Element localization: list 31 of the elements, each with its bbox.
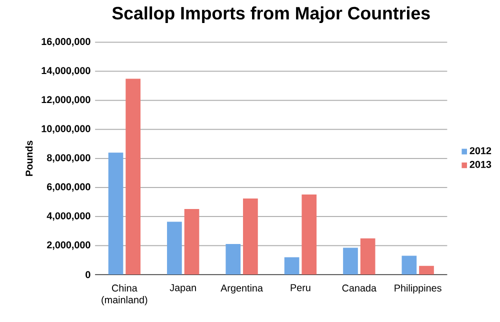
bar	[108, 152, 124, 275]
bar	[419, 266, 434, 275]
bar	[302, 194, 317, 275]
bar	[360, 238, 376, 275]
y-axis-title: Pounds	[25, 140, 33, 176]
x-tick-label: Philippines	[394, 284, 442, 294]
bar	[184, 208, 200, 275]
x-tick-label: Argentina	[220, 284, 263, 294]
x-tick-label: Japan	[170, 284, 196, 294]
y-tick-label: 16,000,000	[42, 38, 90, 46]
y-tick-label: 10,000,000	[42, 125, 90, 134]
y-tick-label: 6,000,000	[47, 183, 90, 192]
x-tick-label: Canada	[342, 284, 376, 292]
y-tick-label: 2,000,000	[47, 241, 90, 250]
y-tick-label: 4,000,000	[46, 212, 90, 221]
y-tick-label: 0	[86, 271, 90, 278]
chart-title: Scallop Imports from Major Countries	[112, 6, 430, 23]
y-tick-label: 14,000,000	[42, 67, 90, 76]
x-tick-label: China (mainland)	[102, 284, 148, 306]
bar	[343, 248, 358, 275]
legend-label: 2013	[470, 160, 492, 168]
y-tick-label: 8,000,000	[46, 154, 90, 163]
bar	[402, 256, 417, 275]
bar	[226, 244, 241, 275]
x-tick-label: Peru	[290, 284, 310, 292]
y-tick-label: 12,000,000	[42, 96, 90, 104]
bar	[284, 257, 300, 275]
bar	[126, 78, 141, 275]
legend-label: 2012	[470, 147, 492, 154]
bar	[243, 198, 258, 275]
bar	[167, 222, 182, 275]
